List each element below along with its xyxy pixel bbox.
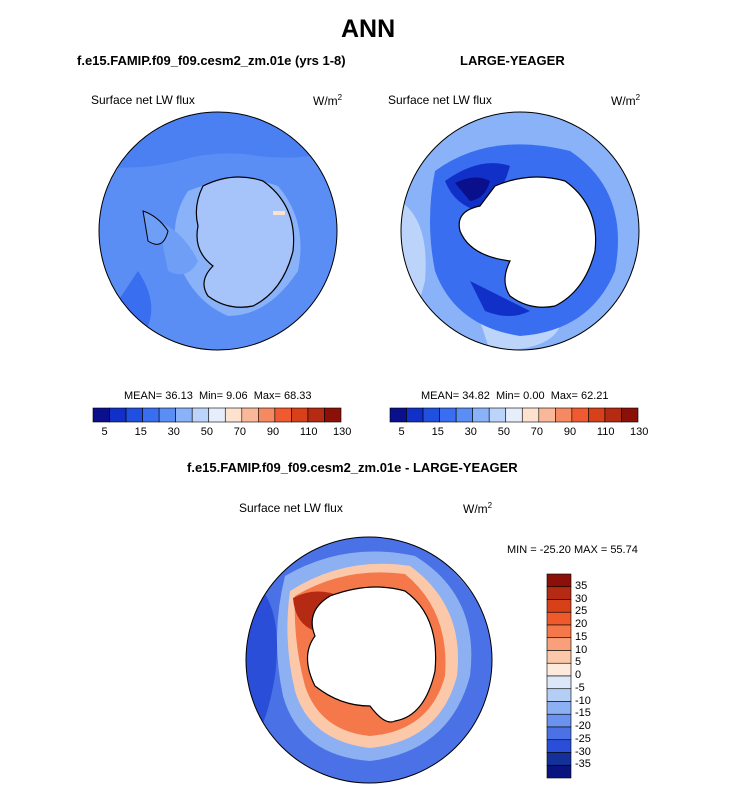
colorbar-tick-label: -20 [575, 720, 591, 732]
model-case-title: f.e15.FAMIP.f09_f09.cesm2_zm.01e (yrs 1-… [77, 53, 346, 68]
colorbar-swatch [191, 407, 210, 423]
colorbar-swatch [546, 764, 572, 779]
colorbar-tick-label: 70 [233, 426, 247, 438]
colorbar-swatch [125, 407, 143, 423]
colorbar-tick-label: -15 [575, 707, 591, 720]
obs-colorbar [389, 407, 639, 423]
colorbar-swatch [224, 407, 243, 423]
colorbar-tick-label: 30 [575, 592, 588, 605]
colorbar-tick-label: 10 [575, 643, 588, 656]
colorbar-tick-label: 20 [575, 618, 588, 630]
colorbar-swatch [521, 407, 540, 423]
colorbar-swatch [546, 611, 572, 626]
obs-units-label: W/m2 [611, 93, 641, 108]
colorbar-tick-label: 110 [299, 426, 318, 438]
colorbar-swatch [546, 688, 572, 702]
colorbar-swatch [291, 407, 309, 423]
colorbar-tick-label: 0 [575, 669, 582, 681]
colorbar-swatch [439, 407, 457, 423]
colorbar-swatch [546, 675, 572, 690]
colorbar-swatch [324, 407, 342, 423]
diff-map [245, 536, 493, 784]
colorbar-tick-label: 90 [563, 426, 577, 438]
diff-units-label: W/m2 [463, 501, 493, 516]
colorbar-swatch [546, 726, 572, 741]
colorbar-swatch [208, 407, 226, 423]
colorbar-swatch [472, 407, 490, 423]
colorbar-tick-label: 130 [333, 426, 352, 438]
colorbar-swatch [588, 407, 606, 423]
obs-case-title: LARGE-YEAGER [460, 53, 565, 68]
colorbar-swatch [307, 407, 325, 423]
colorbar-tick-label: -30 [575, 745, 591, 758]
colorbar-tick-label: 30 [464, 426, 477, 438]
colorbar-swatch [546, 650, 572, 664]
colorbar-swatch [158, 407, 176, 423]
colorbar-tick-label: 90 [266, 426, 280, 438]
colorbar-tick-label: 5 [575, 656, 582, 669]
colorbar-tick-label: 30 [167, 426, 180, 438]
model-colorbar [92, 407, 342, 423]
colorbar-swatch [621, 407, 639, 423]
colorbar-tick-label: 15 [575, 630, 588, 643]
colorbar-tick-label: 130 [630, 426, 649, 438]
colorbar-tick-label: 5 [101, 426, 108, 438]
colorbar-tick-label: 70 [530, 426, 544, 438]
colorbar-swatch [175, 407, 193, 423]
colorbar-swatch [241, 407, 259, 423]
colorbar-swatch [142, 407, 160, 423]
colorbar-swatch [455, 407, 473, 423]
colorbar-tick-label: 50 [200, 426, 213, 438]
colorbar-tick-label: 110 [596, 426, 615, 438]
obs-stats: MEAN= 34.82 Min= 0.00 Max= 62.21 [421, 390, 609, 402]
colorbar-swatch [546, 701, 572, 715]
colorbar-swatch [571, 407, 589, 423]
colorbar-swatch [488, 407, 507, 423]
colorbar-swatch [546, 637, 572, 651]
colorbar-tick-label: 35 [575, 579, 588, 592]
diff-case-title: f.e15.FAMIP.f09_f09.cesm2_zm.01e - LARGE… [187, 460, 518, 475]
colorbar-swatch [546, 713, 572, 728]
diff-minmax: MIN = -25.20 MAX = 55.74 [507, 544, 638, 556]
model-variable-label: Surface net LW flux [91, 93, 195, 107]
colorbar-tick-label: -25 [575, 732, 591, 745]
colorbar-swatch [92, 407, 110, 423]
colorbar-swatch [422, 407, 440, 423]
model-stats: MEAN= 36.13 Min= 9.06 Max= 68.33 [124, 390, 312, 402]
colorbar-tick-label: 5 [398, 426, 405, 438]
colorbar-swatch [505, 407, 523, 423]
obs-map [400, 111, 640, 351]
colorbar-swatch [406, 407, 424, 423]
colorbar-swatch [546, 739, 572, 753]
colorbar-swatch [546, 662, 572, 677]
colorbar-tick-label: -10 [575, 694, 591, 707]
colorbar-swatch [274, 407, 292, 423]
colorbar-swatch [546, 624, 572, 639]
diff-variable-label: Surface net LW flux [239, 501, 343, 515]
colorbar-tick-label: 25 [575, 605, 588, 618]
colorbar-tick-label: -35 [575, 758, 591, 771]
colorbar-tick-label: 50 [497, 426, 510, 438]
main-title: ANN [341, 15, 396, 43]
colorbar-swatch [546, 586, 572, 600]
diff-colorbar [546, 573, 572, 779]
model-units-label: W/m2 [313, 93, 343, 108]
colorbar-swatch [389, 407, 407, 423]
colorbar-swatch [546, 599, 572, 613]
colorbar-swatch [109, 407, 127, 423]
colorbar-swatch [604, 407, 622, 423]
colorbar-swatch [546, 573, 572, 588]
colorbar-swatch [555, 407, 573, 423]
colorbar-swatch [538, 407, 556, 423]
colorbar-swatch [258, 407, 276, 423]
colorbar-tick-label: 15 [134, 426, 147, 438]
colorbar-tick-label: 15 [431, 426, 444, 438]
model-map [98, 111, 338, 351]
colorbar-tick-label: -5 [575, 681, 585, 694]
colorbar-swatch [546, 752, 572, 766]
obs-variable-label: Surface net LW flux [388, 93, 492, 107]
